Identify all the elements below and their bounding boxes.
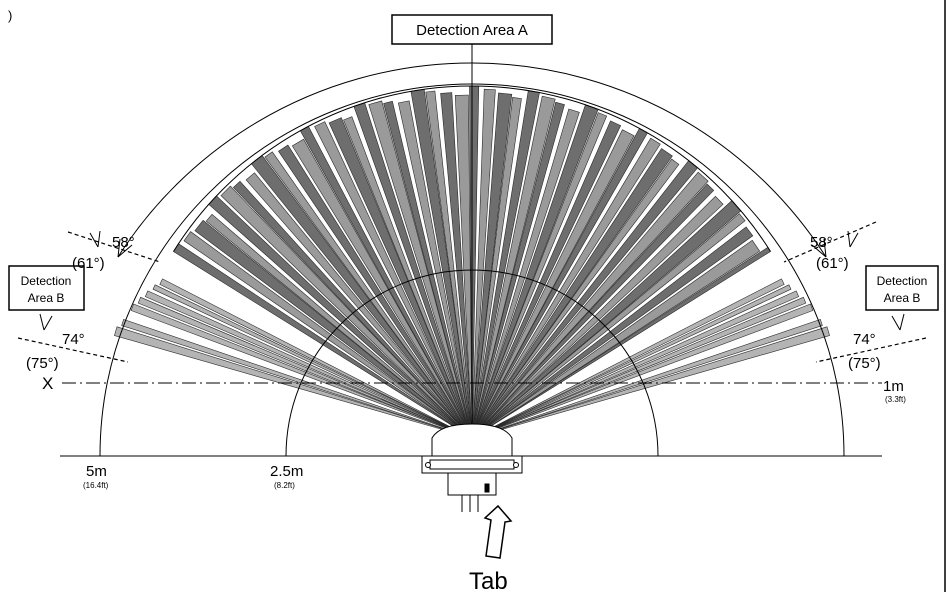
angle-left-lower-alt: (75°) <box>26 355 59 372</box>
beam-side-left <box>137 296 473 439</box>
beam-main <box>343 116 473 439</box>
angle-boundary-lines <box>17 221 927 363</box>
area-a-label: Detection Area A <box>416 22 528 39</box>
area-b-left-line1: Detection <box>21 274 72 288</box>
distance-label-2-5m: 2.5m <box>270 463 303 480</box>
beam-side-right <box>471 278 785 439</box>
beam-main <box>220 185 473 439</box>
beam-main <box>314 121 473 439</box>
beam-main <box>194 219 473 439</box>
beam-main <box>471 239 761 439</box>
angle-arrows <box>39 230 905 331</box>
beam-main <box>278 144 473 439</box>
beam-main <box>471 97 522 439</box>
beam-main <box>383 100 473 439</box>
beam-main <box>471 120 622 439</box>
beam-main <box>264 151 473 439</box>
angle-left-upper: 58° <box>112 234 135 251</box>
tab-label: Tab <box>469 568 508 592</box>
beam-side-right <box>471 303 814 439</box>
corner-mark: ) <box>8 8 12 23</box>
beam-main <box>440 92 473 439</box>
beam-main <box>454 94 473 439</box>
angle-right-lower-alt: (75°) <box>848 355 881 372</box>
beam-main <box>471 101 565 439</box>
beam-main <box>471 148 673 439</box>
sensor-package <box>421 423 523 512</box>
area-a-arrow-left <box>117 238 133 258</box>
distance-sub-1m: (3.3ft) <box>885 395 906 404</box>
area-b-left-line2: Area B <box>28 291 65 305</box>
beam-side-right <box>471 296 807 439</box>
beam-side-left <box>114 326 473 439</box>
angle-left-lower: 74° <box>62 331 85 348</box>
area-b-right-line2: Area B <box>884 291 921 305</box>
beam-main <box>471 108 580 439</box>
angle-right-upper: 58° <box>810 234 833 251</box>
angle-right-lower: 74° <box>853 331 876 348</box>
distance-label-5m: 5m <box>86 463 107 480</box>
beam-main <box>471 88 496 439</box>
angle-left-upper-alt: (61°) <box>72 255 105 272</box>
beam-main <box>471 92 513 439</box>
distance-label-1m: 1m <box>883 378 904 395</box>
beam-main <box>471 129 635 439</box>
beam-side-right <box>471 284 792 439</box>
distance-sub-2-5m: (8.2ft) <box>274 481 295 490</box>
distance-sub-5m: (16.4ft) <box>83 481 109 490</box>
area-a-label-box <box>391 14 553 45</box>
beam-side-right <box>471 326 830 439</box>
area-b-left-box <box>8 265 85 311</box>
beam-main <box>471 112 608 439</box>
beam-main <box>368 100 473 439</box>
beam-main <box>397 100 473 439</box>
beam-main <box>328 117 473 439</box>
beam-main <box>425 90 473 439</box>
beam-side-left <box>121 319 473 439</box>
tab-arrow-icon <box>483 504 513 559</box>
angle-right-upper-alt: (61°) <box>816 255 849 272</box>
detection-beams <box>114 85 830 439</box>
beam-main <box>471 195 724 439</box>
beam-side-left <box>130 303 473 439</box>
beam-side-left <box>152 284 473 439</box>
beam-main <box>471 137 661 439</box>
beam-main <box>291 138 473 439</box>
area-b-right-box <box>865 265 939 311</box>
beam-side-right <box>471 319 823 439</box>
beam-main <box>471 171 709 439</box>
beam-main <box>471 95 556 439</box>
area-b-right-line1: Detection <box>877 274 928 288</box>
beam-side-left <box>159 278 473 439</box>
x-axis-label: X <box>42 374 53 393</box>
beam-main <box>471 226 754 439</box>
area-a-arrow-right <box>811 238 827 258</box>
